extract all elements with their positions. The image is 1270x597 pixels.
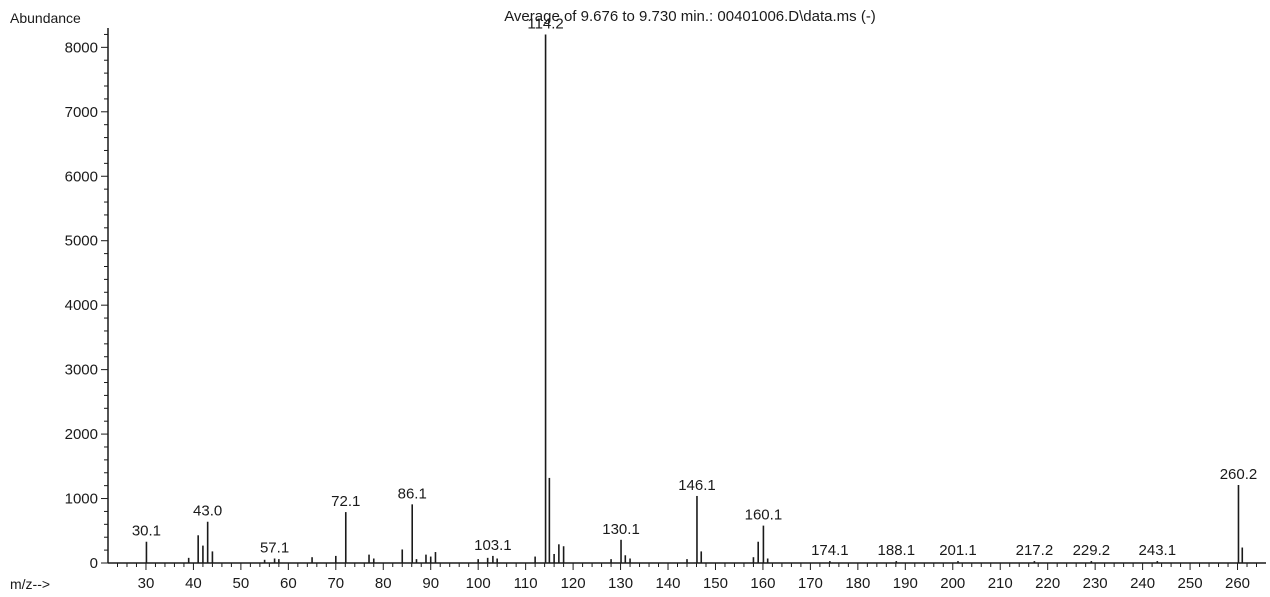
x-tick-label: 60: [280, 575, 297, 592]
y-tick-label: 4000: [65, 297, 98, 314]
y-tick-label: 7000: [65, 104, 98, 121]
chart-title: Average of 9.676 to 9.730 min.: 00401006…: [504, 8, 876, 25]
x-axis-label: m/z-->: [10, 576, 51, 592]
peak-label: 243.1: [1139, 542, 1177, 559]
peak-label: 201.1: [939, 542, 977, 559]
x-tick-label: 190: [893, 575, 918, 592]
x-tick-label: 30: [138, 575, 155, 592]
peak-label: 217.2: [1016, 542, 1054, 559]
x-tick-label: 40: [185, 575, 202, 592]
peak-label: 30.1: [132, 523, 161, 540]
x-tick-label: 120: [561, 575, 586, 592]
x-tick-label: 110: [514, 575, 538, 592]
y-tick-label: 5000: [65, 233, 98, 250]
x-tick-label: 230: [1083, 575, 1108, 592]
x-tick-label: 50: [233, 575, 250, 592]
y-tick-label: 2000: [65, 426, 98, 443]
x-tick-label: 210: [988, 575, 1013, 592]
peak-label: 114.2: [527, 15, 563, 32]
peak-label: 43.0: [193, 503, 222, 520]
x-tick-label: 130: [608, 575, 633, 592]
x-tick-label: 160: [750, 575, 775, 592]
x-tick-label: 200: [940, 575, 965, 592]
x-tick-label: 80: [375, 575, 392, 592]
peak-label: 103.1: [474, 537, 512, 554]
peak-label: 86.1: [398, 485, 427, 502]
y-tick-label: 8000: [65, 39, 98, 56]
peak-label: 160.1: [745, 507, 783, 524]
x-tick-label: 150: [703, 575, 728, 592]
peak-label: 260.2: [1220, 466, 1258, 483]
x-tick-label: 140: [656, 575, 681, 592]
y-tick-label: 3000: [65, 362, 98, 379]
peak-label: 146.1: [678, 477, 716, 494]
x-tick-label: 250: [1178, 575, 1203, 592]
peak-label: 57.1: [260, 539, 289, 556]
x-tick-label: 70: [327, 575, 344, 592]
x-tick-label: 220: [1035, 575, 1060, 592]
x-tick-label: 100: [466, 575, 491, 592]
x-tick-label: 180: [845, 575, 870, 592]
y-tick-label: 6000: [65, 168, 98, 185]
peak-label: 174.1: [811, 542, 849, 559]
peak-label: 229.2: [1073, 542, 1111, 559]
x-tick-label: 260: [1225, 575, 1250, 592]
x-tick-label: 240: [1130, 575, 1155, 592]
y-tick-label: 1000: [65, 491, 98, 508]
peak-label: 188.1: [878, 542, 916, 559]
x-tick-label: 170: [798, 575, 823, 592]
y-tick-label: 0: [90, 555, 98, 572]
peak-label: 130.1: [602, 521, 640, 538]
y-axis-label: Abundance: [10, 10, 81, 26]
peak-label: 72.1: [331, 493, 360, 510]
x-tick-label: 90: [422, 575, 439, 592]
